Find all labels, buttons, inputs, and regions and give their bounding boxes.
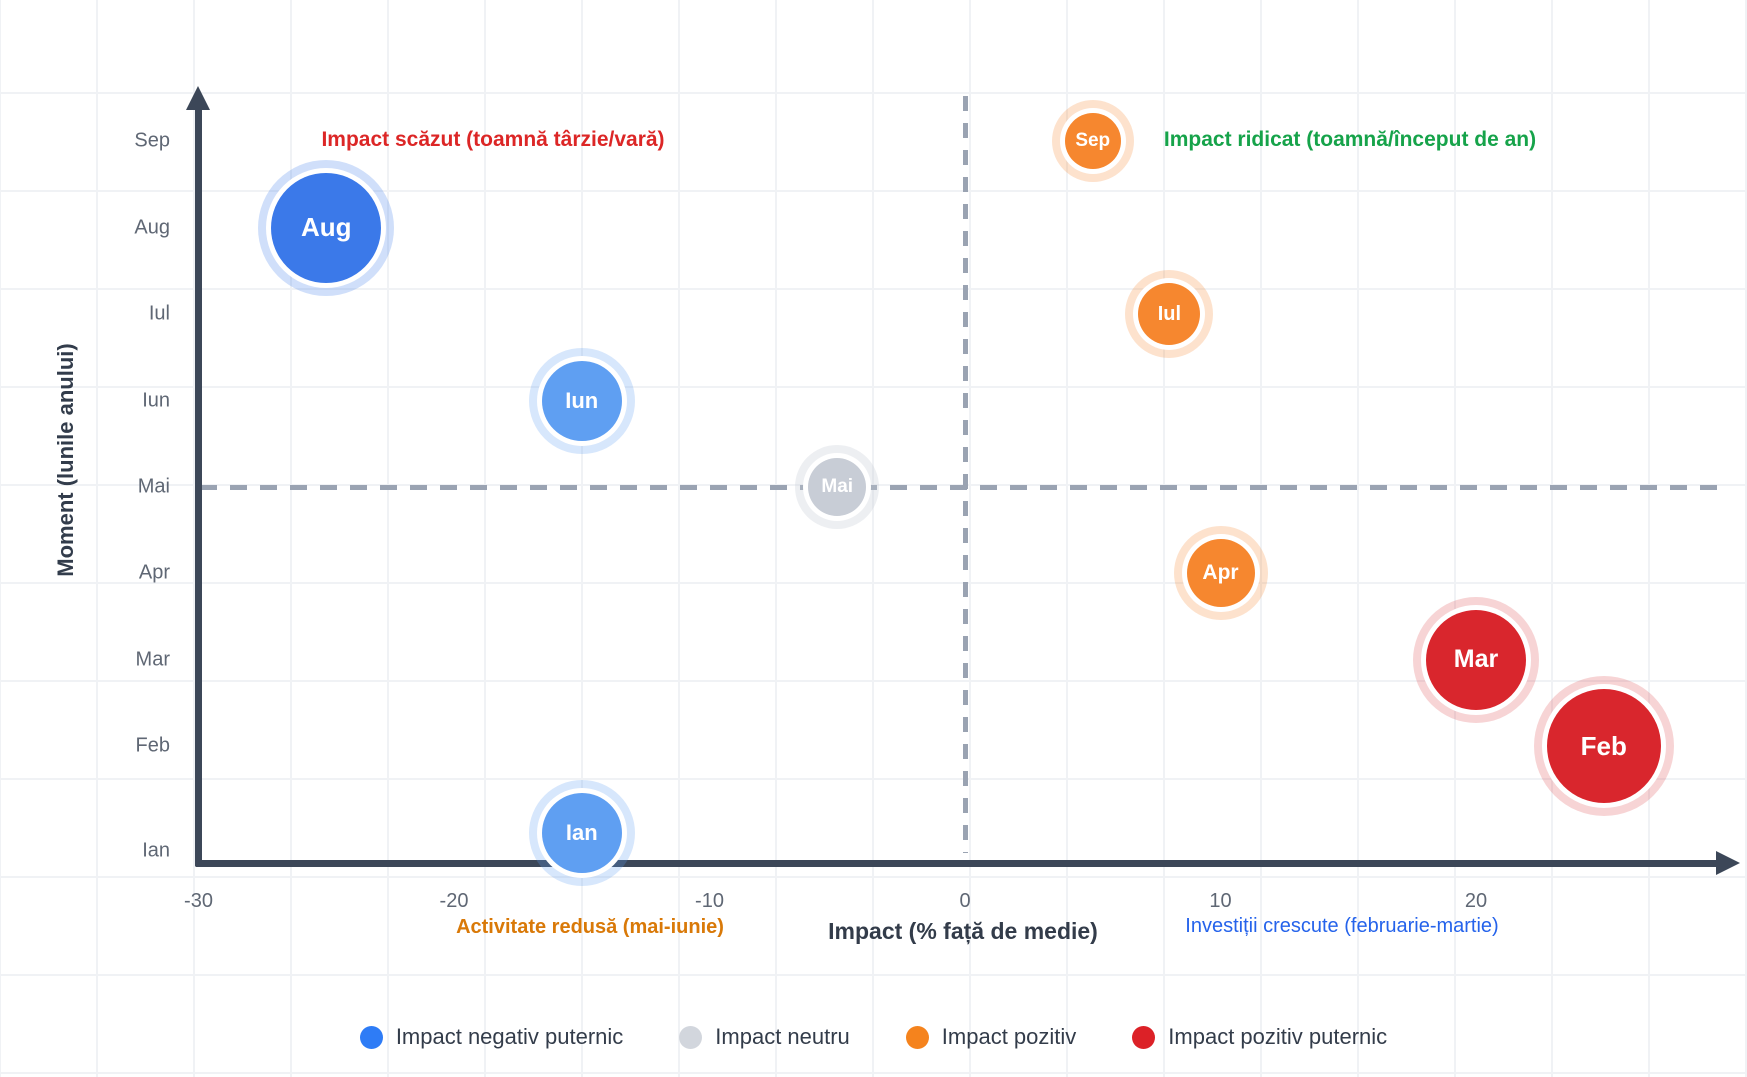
legend-dot-icon [1132,1025,1156,1049]
bubble-label: Mar [1453,645,1499,674]
x-axis-line [195,860,1721,867]
x-axis-arrow-icon [1716,851,1740,875]
legend-dot-icon [359,1025,383,1049]
legend-item-impact-negativ-puternic[interactable]: Impact negativ puternic [359,1024,624,1050]
y-axis-line [195,106,202,867]
x-tick-label--20: -20 [439,890,469,912]
annotation-activitate-redusa: Activitate redusă (mai-iunie) [456,916,724,938]
legend-item-impact-pozitiv[interactable]: Impact pozitiv [905,1024,1077,1050]
y-tick-label-mar: Mar [135,648,170,671]
legend-dot-icon [905,1025,929,1049]
y-tick-label-ian: Ian [142,839,170,862]
bubble-sep[interactable]: Sep [1064,113,1121,170]
bubble-label: Sep [1075,130,1111,152]
x-tick-label-0: 0 [959,890,971,912]
annotation-impact-ridicat: Impact ridicat (toamnă/început de an) [1163,128,1537,151]
bubble-ian[interactable]: Ian [541,792,622,873]
x-tick-label--30: -30 [184,890,213,912]
annotation-impact-scazut: Impact scăzut (toamnă târzie/vară) [321,128,665,151]
bubble-label: Feb [1580,730,1627,761]
bubble-label: Aug [300,212,352,243]
y-axis-title: Moment (lunile anului) [53,343,78,577]
y-tick-label-aug: Aug [134,216,170,239]
bubble-label: Apr [1202,561,1239,585]
legend-label: Impact pozitiv puternic [1168,1024,1388,1049]
bubble-apr[interactable]: Apr [1186,539,1255,608]
legend-label: Impact negativ puternic [395,1024,624,1049]
bubble-iun[interactable]: Iun [541,360,622,441]
x-axis-title: Impact (% față de medie) [828,918,1098,944]
reference-line-horizontal-mai [200,485,1730,490]
bubble-label: Iun [565,387,599,413]
legend-label: Impact neutru [715,1024,850,1049]
reference-line-vertical-x0 [963,96,968,853]
bubble-iul[interactable]: Iul [1138,283,1201,346]
legend-dot-icon [679,1025,703,1049]
y-axis-arrow-icon [186,86,210,110]
y-tick-label-mai: Mai [137,475,170,498]
y-tick-label-apr: Apr [138,561,170,584]
chart-legend: Impact negativ puternic Impact neutru Impa… [0,1024,1747,1050]
x-tick-label--10: -10 [695,890,724,912]
y-tick-label-iun: Iun [142,389,170,412]
x-tick-label-20: 20 [1464,890,1488,912]
legend-label: Impact pozitiv [941,1024,1077,1049]
bubble-aug[interactable]: Aug [271,172,382,283]
bubble-label: Mai [821,476,854,497]
legend-item-impact-neutru[interactable]: Impact neutru [679,1024,850,1050]
bubble-feb[interactable]: Feb [1546,689,1661,804]
bubble-mar[interactable]: Mar [1426,609,1526,710]
y-tick-label-feb: Feb [135,734,170,757]
x-tick-label-10: 10 [1209,890,1232,912]
y-tick-label-iul: Iul [148,302,170,325]
y-tick-label-sep: Sep [134,129,170,152]
bubble-label: Ian [565,819,598,845]
bubble-mai[interactable]: Mai [808,458,867,516]
annotation-investitii-crescute: Investiții crescute (februarie-martie) [1185,915,1499,937]
legend-item-impact-pozitiv-puternic[interactable]: Impact pozitiv puternic [1132,1024,1387,1050]
bubble-label: Iul [1157,302,1182,325]
